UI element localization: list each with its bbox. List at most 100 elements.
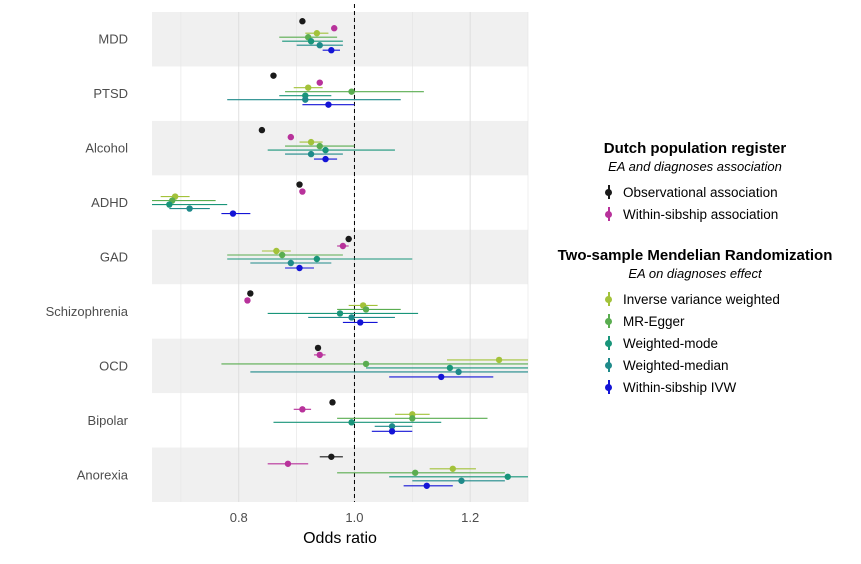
point-mr-egger-gad (278, 251, 286, 259)
mark-within-sibship-association-bipolar (293, 406, 312, 413)
point-weighted-mode-alcohol (322, 146, 329, 154)
point-within-sibship-ivw-ocd (438, 373, 445, 381)
mark-weighted-median-bipolar (374, 423, 413, 430)
point-within-sibship-ivw-anorexia (423, 482, 430, 489)
x-tick-label-1-2: 1.2 (461, 510, 479, 525)
legend-dutch-title: Dutch population register (603, 140, 787, 157)
legend-item-within-sibship-ivw: Within-sibship IVW (602, 376, 850, 398)
mark-within-sibship-association-ocd (313, 351, 326, 359)
legend-key-observational (602, 185, 616, 199)
mark-inverse-variance-weighted-gad (261, 247, 291, 255)
point-inverse-variance-weighted-anorexia (449, 465, 456, 472)
legend-item-mr-egger: MR-Egger (602, 310, 850, 332)
mark-within-sibship-ivw-gad (285, 264, 314, 272)
point-inverse-variance-weighted-gad (273, 247, 280, 255)
legend-item-weighted-mode: Weighted-mode (602, 332, 850, 354)
point-weighted-median-adhd (186, 205, 193, 212)
point-within-sibship-association-schizophrenia (244, 297, 251, 304)
legend-item-weighted-median: Weighted-median (602, 354, 850, 376)
band-gad (152, 229, 528, 285)
y-label-ocd: OCD (99, 358, 128, 373)
mark-weighted-median-mdd (296, 42, 343, 49)
x-tick-label-1-0: 1.0 (345, 510, 363, 525)
y-label-gad: GAD (100, 250, 128, 265)
data-marks (152, 18, 528, 489)
category-bands (152, 12, 528, 502)
mark-weighted-mode-bipolar (273, 419, 442, 426)
point-within-sibship-ivw-bipolar (388, 428, 396, 435)
point-within-sibship-association-alcohol (287, 133, 295, 141)
point-weighted-median-alcohol (307, 150, 315, 158)
legend-label-weighted-median: Weighted-median (623, 357, 729, 373)
y-label-bipolar: Bipolar (88, 413, 129, 428)
band-alcohol (152, 120, 528, 176)
legend-item-within-sibship: Within-sibship association (602, 203, 850, 225)
band-anorexia (152, 447, 528, 502)
point-within-sibship-association-mdd (331, 25, 338, 32)
point-within-sibship-association-ptsd (316, 79, 323, 86)
mark-inverse-variance-weighted-mdd (305, 30, 329, 37)
mark-weighted-mode-mdd (282, 38, 343, 45)
mark-weighted-mode-gad (227, 255, 413, 263)
point-weighted-mode-ocd (446, 364, 454, 372)
mark-observational-association-ptsd (270, 72, 277, 79)
point-mr-egger-ptsd (348, 88, 355, 95)
point-weighted-mode-schizophrenia (336, 310, 344, 317)
legend-mr: Two-sample Mendelian Randomization EA on… (540, 247, 850, 398)
point-inverse-variance-weighted-ocd (495, 356, 503, 364)
point-weighted-median-anorexia (458, 477, 465, 484)
legend-mr-title: Two-sample Mendelian Randomization (557, 247, 833, 264)
mark-mr-egger-anorexia (337, 469, 505, 476)
mark-within-sibship-association-adhd (299, 188, 306, 195)
mark-weighted-median-ptsd (227, 96, 401, 103)
point-inverse-variance-weighted-ptsd (304, 84, 312, 91)
mark-within-sibship-association-mdd (331, 25, 338, 32)
point-weighted-mode-adhd (166, 201, 173, 208)
mark-mr-egger-bipolar (337, 415, 488, 422)
y-label-ptsd: PTSD (93, 86, 128, 101)
point-weighted-median-mdd (316, 42, 323, 49)
mark-within-sibship-ivw-alcohol (313, 155, 338, 163)
point-observational-association-ptsd (270, 72, 277, 79)
mark-inverse-variance-weighted-ptsd (293, 84, 323, 91)
mark-observational-association-adhd (296, 181, 303, 188)
point-mr-egger-alcohol (316, 142, 323, 150)
mark-within-sibship-ivw-mdd (322, 47, 340, 54)
point-weighted-median-ptsd (302, 96, 309, 103)
mark-mr-egger-gad (227, 251, 343, 259)
legend-label-mr-egger: MR-Egger (623, 313, 685, 329)
mark-within-sibship-ivw-schizophrenia (342, 319, 378, 326)
mark-weighted-median-alcohol (285, 150, 343, 158)
point-weighted-mode-anorexia (504, 473, 511, 480)
legend-key-ivw (602, 292, 616, 306)
point-weighted-median-schizophrenia (348, 314, 355, 321)
legend-key-within-sibship-ivw (602, 380, 616, 394)
mark-within-sibship-ivw-anorexia (403, 482, 453, 489)
point-within-sibship-association-bipolar (299, 406, 306, 413)
point-observational-association-alcohol (258, 126, 266, 134)
mark-weighted-mode-adhd (152, 201, 228, 208)
point-weighted-mode-gad (313, 255, 321, 263)
legend-dutch: Dutch population register EA and diagnos… (540, 140, 850, 225)
mark-inverse-variance-weighted-adhd (160, 193, 190, 200)
mark-weighted-median-anorexia (412, 477, 505, 484)
mark-observational-association-schizophrenia (247, 290, 254, 297)
point-weighted-mode-mdd (307, 38, 315, 45)
point-within-sibship-ivw-schizophrenia (357, 319, 364, 326)
legend-item-ivw: Inverse variance weighted (602, 288, 850, 310)
mark-observational-association-alcohol (258, 126, 266, 134)
mark-weighted-median-ocd (250, 368, 528, 376)
legend-key-mr-egger (602, 314, 616, 328)
mark-observational-association-gad (345, 235, 352, 243)
mark-mr-egger-schizophrenia (337, 306, 401, 313)
point-within-sibship-ivw-mdd (328, 47, 335, 54)
mark-weighted-mode-anorexia (389, 473, 528, 480)
mark-within-sibship-association-alcohol (287, 133, 295, 141)
mark-inverse-variance-weighted-ocd (447, 356, 528, 364)
point-observational-association-adhd (296, 181, 303, 188)
mark-mr-egger-ptsd (285, 88, 424, 95)
mark-within-sibship-association-gad (337, 242, 349, 250)
legend-item-observational: Observational association (602, 181, 850, 203)
point-within-sibship-ivw-alcohol (322, 155, 329, 163)
